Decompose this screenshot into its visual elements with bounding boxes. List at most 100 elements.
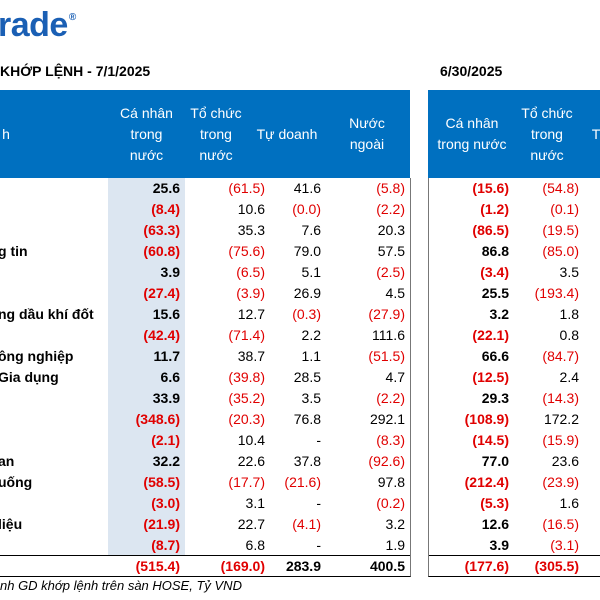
tu-doanh-value: - — [316, 537, 321, 553]
to-chuc-value: (61.5) — [228, 180, 265, 196]
to-chuc-value: (75.6) — [228, 243, 265, 259]
sector-name — [0, 283, 108, 304]
brand-logo: rade® — [0, 6, 76, 44]
table-header-left: h Cá nhân trong nước Tổ chức trong nước … — [0, 90, 410, 178]
table-row: (2.1) 10.4 - (8.3) — [0, 430, 410, 451]
ca-nhan-value-2: (3.4) — [480, 264, 509, 280]
sector-name: liệu — [0, 516, 23, 532]
to-chuc-value-2: 0.8 — [559, 327, 579, 343]
table-row: 33.9 (35.2) 3.5 (2.2) — [0, 388, 410, 409]
to-chuc-value: 38.7 — [237, 348, 265, 364]
sector-name: an — [0, 453, 15, 469]
nuoc-ngoai-value: (5.8) — [376, 180, 405, 196]
to-chuc-value: (35.2) — [228, 390, 265, 406]
ca-nhan-value-2: (86.5) — [472, 222, 509, 238]
sector-name — [0, 262, 108, 283]
to-chuc-value-2: (193.4) — [534, 285, 579, 301]
to-chuc-value: (20.3) — [228, 411, 265, 427]
table-title-left: KHỚP LỆNH - 7/1/2025 — [0, 63, 151, 79]
table-row: 29.3 (14.3) — [429, 388, 600, 409]
tu-doanh-value: 7.6 — [301, 222, 321, 238]
table-row: (86.5) (19.5) — [429, 220, 600, 241]
sector-name: uống — [0, 474, 33, 490]
to-chuc-value: (3.9) — [236, 285, 265, 301]
tu-doanh-value: 1.1 — [301, 348, 321, 364]
nuoc-ngoai-value: (27.9) — [368, 306, 405, 322]
table-row: Gia dụng 6.6 (39.8) 28.5 4.7 — [0, 367, 410, 388]
table-row: 3.2 1.8 — [429, 304, 600, 325]
tu-doanh-value: 79.0 — [293, 243, 321, 259]
ca-nhan-value: 25.6 — [152, 180, 180, 196]
tu-doanh-value: 76.8 — [293, 411, 321, 427]
nuoc-ngoai-value: (92.6) — [368, 453, 405, 469]
ca-nhan-value: 33.9 — [152, 390, 180, 406]
ca-nhan-value: 15.6 — [152, 306, 180, 322]
tu-doanh-value: 28.5 — [293, 369, 321, 385]
table-row: 12.6 (16.5) — [429, 514, 600, 535]
ca-nhan-value-2: 29.3 — [481, 390, 509, 406]
ca-nhan-value: (21.9) — [143, 516, 180, 532]
table-row: 86.8 (85.0) — [429, 241, 600, 262]
tu-doanh-value: 41.6 — [293, 180, 321, 196]
header-tu-doanh-2: T — [591, 125, 600, 142]
ca-nhan-value: (60.8) — [143, 243, 180, 259]
table-row: 77.0 23.6 — [429, 451, 600, 472]
ca-nhan-value: (2.1) — [151, 432, 180, 448]
header-ca-nhan: Cá nhân trong nước — [120, 104, 173, 163]
header-sector: h — [2, 125, 10, 142]
ca-nhan-value-2: 77.0 — [481, 453, 509, 469]
to-chuc-value: 10.4 — [237, 432, 265, 448]
to-chuc-value: 6.8 — [245, 537, 265, 553]
tu-doanh-value: 2.2 — [301, 327, 321, 343]
table-row: (212.4) (23.9) — [429, 472, 600, 493]
table-row: (3.0) 3.1 - (0.2) — [0, 493, 410, 514]
sector-name — [0, 325, 108, 346]
tu-doanh-value: 37.8 — [293, 453, 321, 469]
table-row: 3.9 (6.5) 5.1 (2.5) — [0, 262, 410, 283]
table-row: (42.4) (71.4) 2.2 111.6 — [0, 325, 410, 346]
nuoc-ngoai-value: 111.6 — [372, 327, 405, 343]
to-chuc-value: 35.3 — [237, 222, 265, 238]
nuoc-ngoai-value: 4.5 — [385, 285, 405, 301]
header-to-chuc: Tổ chức trong nước — [190, 104, 242, 163]
ca-nhan-value: (8.4) — [151, 201, 180, 217]
to-chuc-value: (6.5) — [236, 264, 265, 280]
ca-nhan-value: (3.0) — [151, 495, 180, 511]
nuoc-ngoai-value: (0.2) — [376, 495, 405, 511]
ca-nhan-value: 6.6 — [160, 369, 180, 385]
ca-nhan-value: (58.5) — [143, 474, 180, 490]
table-body-right: (15.6) (54.8) (1.2) (0.1) (86.5) (19.5) 86.8 (8… — [428, 178, 600, 577]
table-row: (8.7) 6.8 - 1.9 — [0, 535, 410, 556]
to-chuc-value-2: (19.5) — [542, 222, 579, 238]
header-tu-doanh: Tự doanh — [256, 125, 318, 142]
sector-name — [0, 430, 108, 451]
ca-nhan-value-2: 3.2 — [489, 306, 509, 322]
sector-name — [0, 199, 108, 220]
to-chuc-value-2: (14.3) — [542, 390, 579, 406]
to-chuc-value: 12.7 — [237, 306, 265, 322]
table-row: (22.1) 0.8 — [429, 325, 600, 346]
ca-nhan-value: 32.2 — [152, 453, 180, 469]
to-chuc-value-2: (3.1) — [550, 537, 579, 553]
tu-doanh-value: (0.0) — [292, 201, 321, 217]
table-row: 25.5 (193.4) — [429, 283, 600, 304]
table-header-right: Cá nhân trong nước Tổ chức trong nước T — [428, 90, 600, 178]
nuoc-ngoai-value: 20.3 — [377, 222, 405, 238]
table-body-left: 25.6 (61.5) 41.6 (5.8) (8.4) 10.6 (0.0) (2.2) (6… — [0, 178, 411, 577]
sector-name: ông nghiệp — [0, 348, 74, 364]
total-nuoc-ngoai: 400.5 — [369, 558, 405, 574]
table-row: an 32.2 22.6 37.8 (92.6) — [0, 451, 410, 472]
to-chuc-value-2: 172.2 — [543, 411, 579, 427]
total-divider-2 — [429, 555, 600, 556]
to-chuc-value-2: (85.0) — [542, 243, 579, 259]
tu-doanh-value: 5.1 — [301, 264, 321, 280]
total-ca-nhan: (515.4) — [135, 558, 180, 574]
nuoc-ngoai-value: 4.7 — [385, 369, 405, 385]
to-chuc-value-2: 23.6 — [551, 453, 579, 469]
ca-nhan-value-2: (5.3) — [480, 495, 509, 511]
ca-nhan-value-2: 3.9 — [489, 537, 509, 553]
table-row: (12.5) 2.4 — [429, 367, 600, 388]
ca-nhan-highlight — [108, 178, 185, 555]
to-chuc-value: 10.6 — [237, 201, 265, 217]
ca-nhan-value-2: (22.1) — [472, 327, 509, 343]
